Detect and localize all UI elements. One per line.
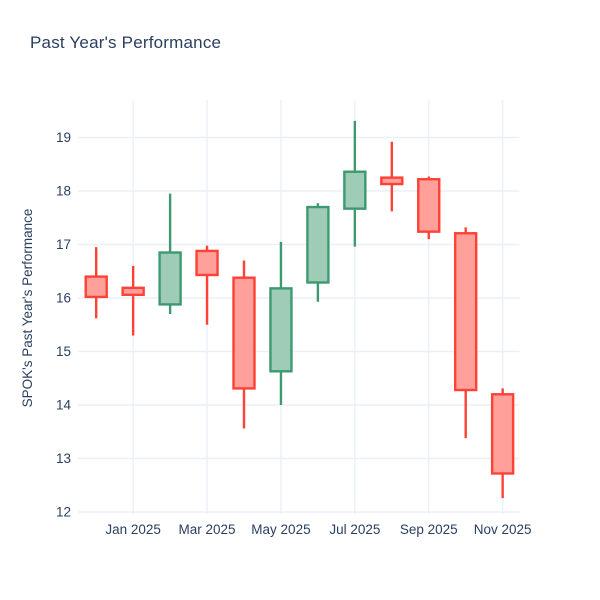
candle-feb-2025[interactable] <box>158 193 182 315</box>
y-tick-label: 15 <box>56 344 71 359</box>
chart-title: Past Year's Performance <box>30 33 222 52</box>
y-tick-label: 12 <box>56 505 71 520</box>
candle-body <box>417 178 441 233</box>
candle-may-2025[interactable] <box>269 241 293 405</box>
y-tick-label: 13 <box>56 451 71 466</box>
candle-body <box>195 249 219 277</box>
candle-body <box>121 286 145 296</box>
candle-jun-2025[interactable] <box>306 203 330 302</box>
candle-oct-2025[interactable] <box>454 227 478 439</box>
x-tick-label: Jan 2025 <box>105 522 161 537</box>
candle-jul-2025[interactable] <box>343 120 367 247</box>
candle-apr-2025[interactable] <box>232 260 256 429</box>
candle-body <box>454 232 478 392</box>
y-tick-label: 18 <box>56 184 71 199</box>
candle-jan-2025[interactable] <box>121 265 145 336</box>
candle-nov-2025[interactable] <box>490 388 515 499</box>
y-tick-label: 19 <box>56 130 71 145</box>
x-tick-label: Sep 2025 <box>400 522 458 537</box>
candle-body <box>380 176 404 186</box>
y-tick-label: 17 <box>56 237 71 252</box>
x-tick-label: Mar 2025 <box>179 522 236 537</box>
y-tick-label: 16 <box>56 291 71 306</box>
candle-body <box>232 276 256 390</box>
y-axis-title: SPOK's Past Year's Performance <box>20 209 35 408</box>
candle-body <box>490 393 515 475</box>
candle-aug-2025[interactable] <box>380 141 404 212</box>
candle-body <box>269 287 293 373</box>
candle-body <box>306 205 330 284</box>
candle-mar-2025[interactable] <box>195 245 219 325</box>
candle-sep-2025[interactable] <box>417 176 441 240</box>
y-tick-label: 14 <box>56 398 72 413</box>
x-tick-label: May 2025 <box>251 522 310 537</box>
x-tick-label: Nov 2025 <box>474 522 532 537</box>
candle-dec-2024[interactable] <box>84 247 108 319</box>
candle-body <box>343 170 367 210</box>
x-tick-label: Jul 2025 <box>329 522 380 537</box>
candle-body <box>84 275 108 299</box>
candle-body <box>158 251 182 306</box>
